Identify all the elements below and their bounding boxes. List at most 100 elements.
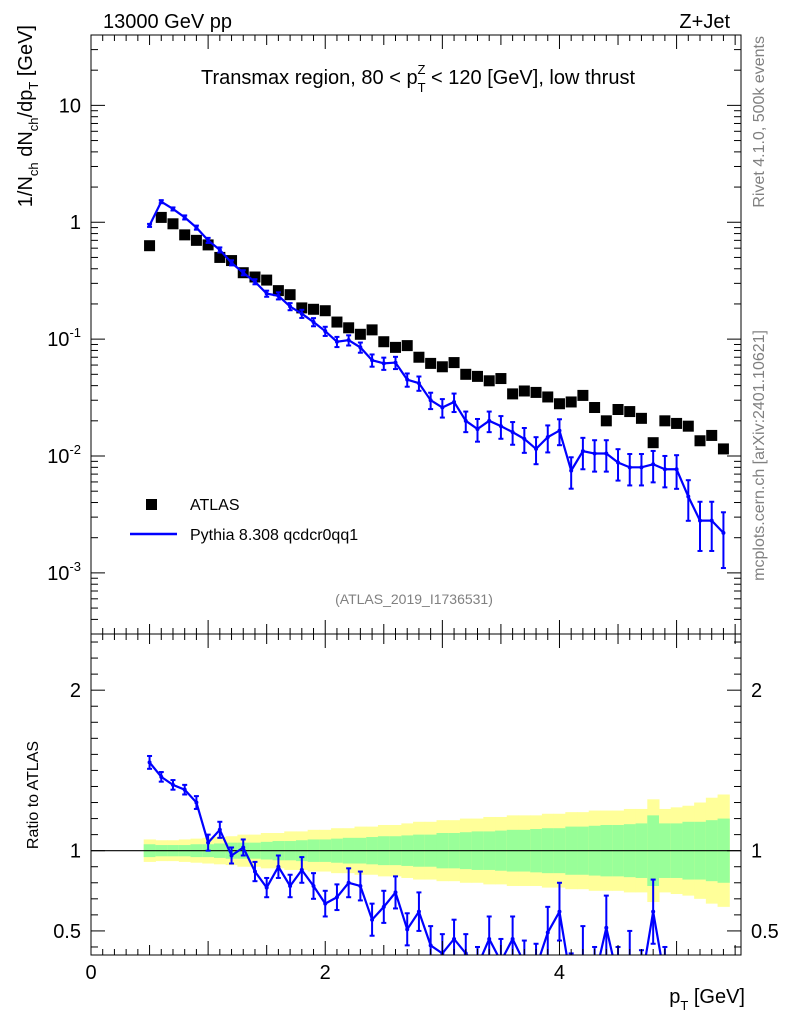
atlas-marker <box>635 412 647 424</box>
ratio-y-tick-label-left: 1 <box>70 841 81 863</box>
ratio-point <box>323 901 328 906</box>
atlas-marker <box>565 396 577 408</box>
plot-title-sub: T <box>418 80 426 95</box>
pythia-point <box>299 311 304 316</box>
ratio-point <box>229 853 234 858</box>
plot-title-right: < 120 [GeV], low thrust <box>425 67 635 89</box>
pythia-point <box>498 424 503 429</box>
legend-marker-atlas <box>146 499 157 510</box>
pythia-point <box>580 449 585 454</box>
ratio-point <box>346 880 351 885</box>
ratio-point <box>182 787 187 792</box>
atlas-marker <box>190 234 202 246</box>
legend-label-atlas: ATLAS <box>190 497 240 514</box>
ratio-y-axis-label: Ratio to ATLAS <box>25 741 42 849</box>
energy-label: 13000 GeV pp <box>103 11 232 33</box>
atlas-marker <box>542 391 554 403</box>
ratio-point <box>510 936 515 941</box>
atlas-marker <box>600 415 612 427</box>
atlas-marker <box>717 443 729 455</box>
atlas-marker <box>179 229 191 241</box>
pythia-point <box>416 381 421 386</box>
ratio-point <box>405 927 410 932</box>
ratio-point <box>311 883 316 888</box>
x-tick-label: 2 <box>320 962 331 984</box>
pythia-point <box>463 418 468 423</box>
ratio-frame <box>90 633 742 956</box>
atlas-marker <box>553 398 565 410</box>
plot-title-left: Transmax region, 80 < p <box>201 67 418 89</box>
ratio-point <box>170 782 175 787</box>
pythia-point <box>276 293 281 298</box>
pythia-point <box>428 398 433 403</box>
pythia-point <box>639 465 644 470</box>
atlas-marker <box>589 402 601 414</box>
atlas-marker <box>495 373 507 385</box>
ratio-point <box>475 964 479 968</box>
atlas-marker <box>249 271 261 283</box>
ratio-point <box>593 977 597 981</box>
main-y-axis-label: 1/Nch dNch/dpT [GeV] <box>15 25 41 207</box>
ratio-point <box>487 936 492 941</box>
ratio-point <box>581 956 585 960</box>
atlas-marker <box>296 302 308 314</box>
atlas-marker <box>460 368 472 380</box>
ratio-y-tick-label-left: 2 <box>70 680 81 702</box>
ratio-point <box>604 925 609 930</box>
atlas-marker <box>483 375 495 387</box>
atlas-marker <box>390 341 402 353</box>
pythia-point <box>170 206 175 211</box>
pythia-point <box>452 399 457 404</box>
ratio-point <box>358 883 363 888</box>
main-frame <box>90 34 742 635</box>
atlas-marker <box>401 340 413 352</box>
pythia-point <box>662 467 667 472</box>
ratio-uncertainty-bands <box>91 794 741 907</box>
atlas-marker <box>577 389 589 401</box>
ratio-point <box>194 800 199 805</box>
x-tick-label: 4 <box>554 962 565 984</box>
main-y-tick-label: 1 <box>70 212 81 234</box>
x-tick-label: 0 <box>85 962 96 984</box>
ratio-y-tick-label-right: 2 <box>751 680 762 702</box>
process-label: Z+Jet <box>679 11 730 33</box>
ratio-point <box>159 774 164 779</box>
ratio-point <box>252 869 257 874</box>
atlas-marker <box>436 361 448 373</box>
atlas-marker <box>167 218 179 230</box>
pythia-point <box>217 247 222 252</box>
ratio-point <box>522 961 526 965</box>
atlas-marker <box>518 385 530 397</box>
ratio-point <box>639 980 643 984</box>
pythia-point <box>194 225 199 230</box>
ratio-point <box>499 959 503 963</box>
ratio-point <box>663 977 667 981</box>
pythia-point <box>627 465 632 470</box>
ratio-point <box>534 966 538 970</box>
atlas-marker <box>413 351 425 363</box>
pythia-point <box>147 223 152 228</box>
analysis-id: (ATLAS_2019_I1736531) <box>335 591 493 607</box>
plot-title: Transmax region, 80 < pTZ < 120 [GeV], l… <box>201 62 635 95</box>
pythia-point <box>381 361 386 366</box>
atlas-marker <box>144 240 156 252</box>
pythia-point <box>264 291 269 296</box>
legend-label-pythia: Pythia 8.308 qcdcr0qq1 <box>190 527 358 544</box>
ratio-point <box>288 883 293 888</box>
ratio-point <box>616 977 620 981</box>
pythia-line <box>148 200 725 534</box>
ratio-point <box>370 917 375 922</box>
x-axis-label: pT [GeV] <box>669 986 745 1013</box>
pythia-point <box>159 199 164 204</box>
pythia-point <box>686 494 691 499</box>
pythia-point <box>674 467 679 472</box>
atlas-marker <box>624 406 636 418</box>
ratio-point <box>147 760 152 765</box>
pythia-point <box>358 345 363 350</box>
ratio-y-tick-label-right: 1 <box>751 841 762 863</box>
pythia-point <box>182 215 187 220</box>
atlas-marker <box>354 328 366 340</box>
main-panel-series <box>144 199 729 570</box>
pythia-point <box>557 428 562 433</box>
